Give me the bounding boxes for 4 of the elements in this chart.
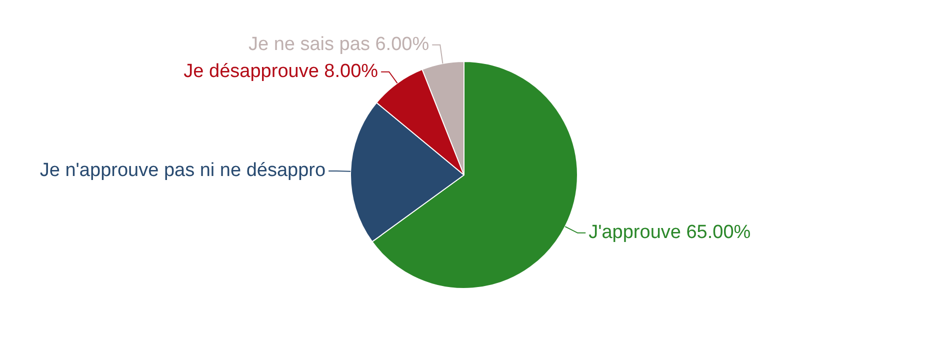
slice-label: Je n'approuve pas ni ne désappro — [40, 160, 326, 182]
slice-label: Je ne sais pas 6.00% — [248, 34, 430, 56]
slice-label: Je désapprouve 8.00% — [184, 61, 378, 82]
slice-label: J'approuve 65.00% — [588, 222, 751, 244]
